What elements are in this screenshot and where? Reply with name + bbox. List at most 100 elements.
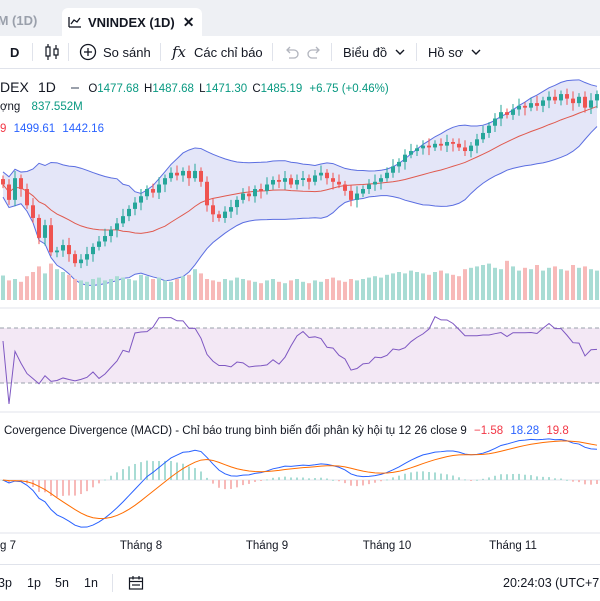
volume-bar	[559, 269, 563, 300]
volume-bar	[43, 273, 47, 300]
range-3p-button[interactable]: 3p	[0, 576, 12, 590]
candle-body	[25, 189, 29, 206]
macd-histogram-bar	[530, 475, 532, 480]
macd-histogram-bar	[110, 475, 112, 480]
candle-body	[475, 139, 479, 146]
candle-body	[139, 196, 143, 203]
candle-body	[61, 245, 65, 251]
candle-body	[43, 225, 47, 238]
candle-body	[523, 105, 527, 108]
redo-button[interactable]	[307, 36, 323, 68]
bottom-bar: 3p 1p 5n 1n 20:24:03 (UTC+7	[0, 564, 600, 601]
candle-body	[433, 143, 437, 148]
candle-body	[505, 112, 509, 115]
candle-body	[67, 245, 71, 255]
range-5n-button[interactable]: 5n	[55, 576, 69, 590]
candle-body	[595, 94, 599, 101]
macd-histogram-bar	[80, 480, 82, 495]
profile-dropdown[interactable]: Hồ sơ	[428, 36, 481, 68]
volume-bar	[127, 279, 131, 300]
price-chart[interactable]: g 7 Tháng 8 Tháng 9 Tháng 10 Tháng 11	[0, 68, 600, 564]
compare-button[interactable]: So sánh	[79, 36, 151, 68]
macd-histogram-bar	[380, 480, 382, 482]
close-icon[interactable]: ✕	[182, 13, 195, 30]
candle-body	[271, 179, 275, 185]
volume-bar	[499, 269, 503, 300]
candles-type-button[interactable]	[44, 36, 60, 68]
volume-bar	[301, 281, 305, 300]
interval-button[interactable]: D	[10, 44, 20, 60]
volume-bar	[199, 273, 203, 300]
volume-bar	[481, 265, 485, 300]
volume-bar	[529, 269, 533, 300]
range-1n-button[interactable]: 1n	[84, 576, 98, 590]
macd-histogram-bar	[320, 477, 322, 480]
clock-time[interactable]: 20:24:03 (UTC+7	[503, 576, 600, 590]
candle-body	[175, 172, 179, 176]
candle-body	[163, 178, 167, 185]
calendar-icon	[128, 576, 144, 590]
volume-bar	[367, 277, 371, 300]
candle-body	[223, 211, 227, 218]
candlestick-icon	[45, 44, 59, 60]
candle-body	[445, 142, 449, 146]
macd-histogram-bar	[566, 479, 568, 481]
open-prefix: O	[88, 83, 98, 95]
macd-histogram-bar	[410, 472, 412, 480]
candle-body	[487, 125, 491, 133]
volume-bar	[115, 276, 119, 300]
candle-body	[481, 132, 485, 140]
candle-body	[181, 170, 185, 176]
time-axis-label: Tháng 10	[363, 540, 412, 552]
chart-type-dropdown[interactable]: Biểu đồ	[343, 36, 405, 68]
bb-lead-value: 9	[0, 123, 7, 135]
macd-histogram-bar	[254, 480, 256, 482]
volume-bar	[373, 276, 377, 300]
candle-body	[151, 189, 155, 193]
candle-body	[31, 205, 35, 218]
volume-bar	[229, 280, 233, 300]
macd-histogram-bar	[128, 466, 130, 480]
indicators-button[interactable]: fx Các chỉ báo	[172, 36, 263, 68]
macd-histogram-bar	[50, 480, 52, 497]
date-range-button[interactable]	[128, 565, 144, 601]
close-value: 1485.19	[260, 83, 303, 95]
plus-circle-icon	[79, 43, 97, 61]
macd-histogram-bar	[584, 480, 586, 485]
candle-body	[37, 217, 41, 238]
high-value: 1487.68	[152, 83, 194, 95]
macd-histogram-bar	[272, 477, 274, 480]
candle-body	[379, 178, 383, 182]
candle-body	[385, 172, 389, 179]
volume-bar	[325, 279, 329, 300]
open-value: 1477.68	[97, 83, 139, 95]
macd-signal-line	[2, 440, 598, 520]
volume-bar	[217, 281, 221, 300]
tab-im[interactable]: IM (1D)	[0, 7, 37, 33]
candle-body	[517, 105, 521, 110]
volume-bar	[79, 280, 83, 300]
macd-histogram-bar	[338, 480, 340, 482]
profile-label: Hồ sơ	[428, 44, 464, 60]
candle-body	[127, 208, 131, 217]
volume-bar	[379, 277, 383, 300]
macd-histogram-bar	[590, 480, 592, 485]
macd-histogram-bar	[404, 473, 406, 480]
time-axis-label: Tháng 9	[246, 540, 288, 552]
low-prefix: L	[199, 83, 206, 95]
candle-body	[337, 181, 341, 185]
volume-bar	[1, 275, 5, 300]
candle-body	[301, 178, 305, 180]
undo-button[interactable]	[283, 36, 299, 68]
tab-vnindex[interactable]: VNINDEX (1D) ✕	[62, 8, 203, 36]
time-axis-label: Tháng 11	[489, 540, 537, 552]
volume-bar	[157, 277, 161, 300]
volume-bar	[85, 281, 89, 300]
candle-body	[541, 100, 545, 106]
candle-body	[583, 96, 587, 108]
candle-body	[109, 229, 113, 237]
candle-body	[367, 184, 371, 190]
candle-body	[283, 178, 287, 182]
range-1p-button[interactable]: 1p	[27, 576, 41, 590]
candle-body	[121, 216, 125, 224]
